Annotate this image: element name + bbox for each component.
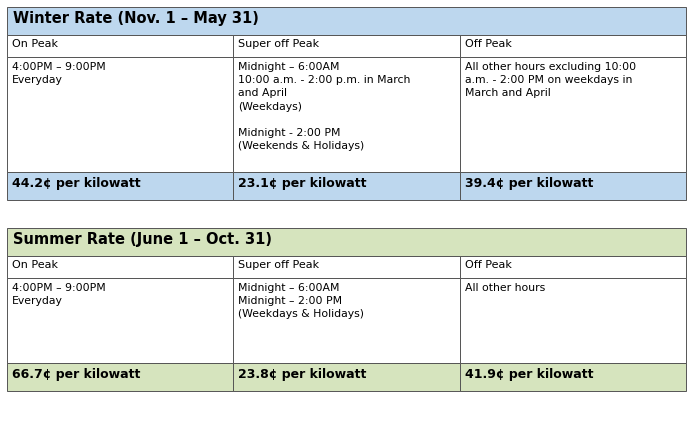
- Text: 41.9¢ per kilowatt: 41.9¢ per kilowatt: [464, 368, 593, 381]
- Text: 4:00PM – 9:00PM
Everyday: 4:00PM – 9:00PM Everyday: [12, 62, 106, 85]
- Text: Off Peak: Off Peak: [464, 260, 511, 270]
- Text: Midnight – 6:00AM
Midnight – 2:00 PM
(Weekdays & Holidays): Midnight – 6:00AM Midnight – 2:00 PM (We…: [238, 283, 365, 320]
- Bar: [7, 363, 234, 391]
- Text: Off Peak: Off Peak: [464, 39, 511, 49]
- Bar: [234, 172, 459, 200]
- Bar: [234, 57, 459, 172]
- Bar: [459, 363, 686, 391]
- Text: 23.8¢ per kilowatt: 23.8¢ per kilowatt: [238, 368, 367, 381]
- Bar: [7, 278, 234, 363]
- Text: Super off Peak: Super off Peak: [238, 39, 319, 49]
- Bar: [7, 57, 234, 172]
- Bar: [459, 35, 686, 57]
- Text: 23.1¢ per kilowatt: 23.1¢ per kilowatt: [238, 177, 367, 190]
- Text: Summer Rate (June 1 – Oct. 31): Summer Rate (June 1 – Oct. 31): [13, 232, 272, 247]
- Bar: [459, 172, 686, 200]
- Text: All other hours: All other hours: [464, 283, 545, 293]
- Text: 39.4¢ per kilowatt: 39.4¢ per kilowatt: [464, 177, 593, 190]
- Bar: [7, 7, 686, 35]
- Text: On Peak: On Peak: [12, 39, 58, 49]
- Bar: [7, 256, 234, 278]
- Bar: [234, 35, 459, 57]
- Bar: [7, 172, 234, 200]
- Bar: [234, 278, 459, 363]
- Text: Winter Rate (Nov. 1 – May 31): Winter Rate (Nov. 1 – May 31): [13, 11, 259, 26]
- Text: Midnight – 6:00AM
10:00 a.m. - 2:00 p.m. in March
and April
(Weekdays)

Midnight: Midnight – 6:00AM 10:00 a.m. - 2:00 p.m.…: [238, 62, 411, 151]
- Text: On Peak: On Peak: [12, 260, 58, 270]
- Text: 66.7¢ per kilowatt: 66.7¢ per kilowatt: [12, 368, 141, 381]
- Text: 44.2¢ per kilowatt: 44.2¢ per kilowatt: [12, 177, 141, 190]
- Text: 4:00PM – 9:00PM
Everyday: 4:00PM – 9:00PM Everyday: [12, 283, 106, 306]
- Bar: [234, 363, 459, 391]
- Bar: [459, 256, 686, 278]
- Text: All other hours excluding 10:00
a.m. - 2:00 PM on weekdays in
March and April: All other hours excluding 10:00 a.m. - 2…: [464, 62, 635, 99]
- Bar: [7, 35, 234, 57]
- Bar: [7, 228, 686, 256]
- Text: Super off Peak: Super off Peak: [238, 260, 319, 270]
- Bar: [234, 256, 459, 278]
- Bar: [459, 278, 686, 363]
- Bar: [459, 57, 686, 172]
